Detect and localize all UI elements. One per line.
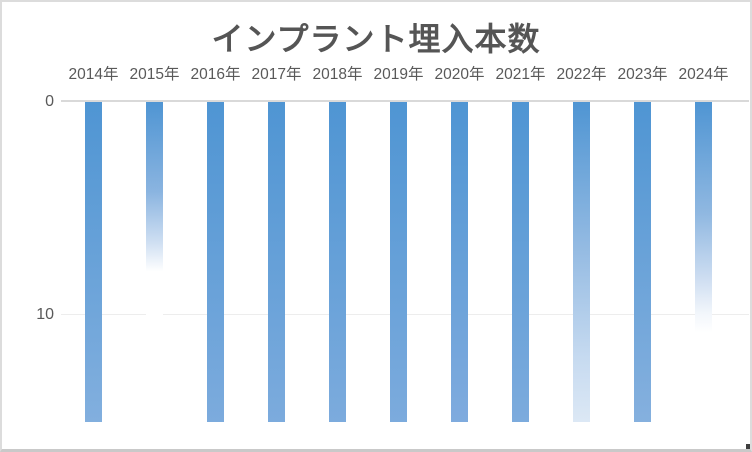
bar-2023	[634, 102, 651, 422]
bar-2020	[451, 102, 468, 422]
chart-corner-mark	[746, 444, 750, 449]
category-label-2015: 2015年	[129, 66, 180, 83]
value-axis-tick-0: 0	[45, 93, 54, 110]
value-axis-tick-10: 10	[36, 306, 54, 323]
axis-line-zero	[61, 100, 749, 102]
bar-2018	[329, 102, 346, 422]
category-label-2018: 2018年	[312, 66, 363, 83]
category-label-2017: 2017年	[251, 66, 302, 83]
category-label-2024: 2024年	[678, 66, 729, 83]
category-label-2023: 2023年	[617, 66, 668, 83]
category-label-2022: 2022年	[556, 66, 607, 83]
category-label-2014: 2014年	[68, 66, 119, 83]
category-label-2019: 2019年	[373, 66, 424, 83]
bar-2017	[268, 102, 285, 422]
category-label-2021: 2021年	[495, 66, 546, 83]
bar-2021	[512, 102, 529, 422]
bar-2015	[146, 102, 163, 422]
chart-title: インプラント埋入本数	[211, 21, 541, 57]
bar-2019	[390, 102, 407, 422]
bar-2016	[207, 102, 224, 422]
bar-2022	[573, 102, 590, 422]
category-label-2016: 2016年	[190, 66, 241, 83]
category-label-2020: 2020年	[434, 66, 485, 83]
bar-2024	[695, 102, 712, 422]
bar-2014	[85, 102, 102, 422]
